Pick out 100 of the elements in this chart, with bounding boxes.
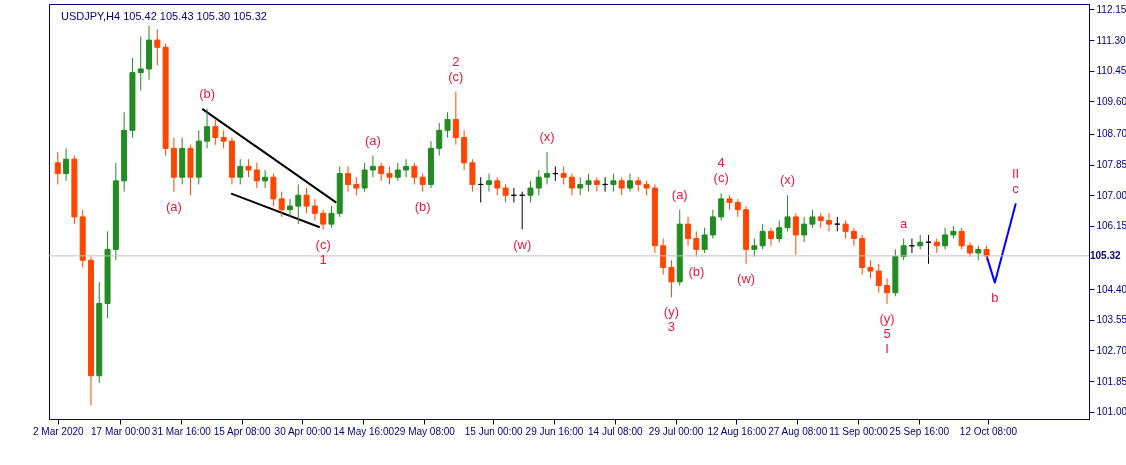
- candlestick: [311, 198, 318, 222]
- candlestick: [884, 277, 891, 305]
- candlestick: [469, 158, 476, 193]
- candlestick: [875, 263, 882, 294]
- candlestick: [345, 165, 352, 193]
- candlestick: [535, 169, 542, 196]
- candlestick: [419, 173, 426, 193]
- annotation: 3: [667, 319, 676, 335]
- candlestick: [826, 212, 833, 232]
- candlestick: [270, 173, 277, 207]
- candlestick: [369, 155, 376, 178]
- y-tick-label: 112.15: [1096, 3, 1126, 15]
- annotation: (b): [199, 85, 216, 101]
- candlestick: [361, 162, 368, 193]
- annotation: (x): [779, 172, 796, 188]
- candlestick: [776, 220, 783, 243]
- annotation: (a): [364, 132, 381, 148]
- candlestick: [668, 259, 675, 298]
- y-tick-label: 108.70: [1096, 128, 1126, 140]
- candlestick: [626, 173, 633, 193]
- candlestick: [958, 227, 965, 250]
- candlestick: [709, 209, 716, 240]
- annotation: II: [1011, 166, 1020, 182]
- candlestick: [801, 216, 808, 243]
- x-tick-label: 11 Sep 00:00: [829, 425, 889, 437]
- candlestick: [353, 176, 360, 196]
- x-tick-label: 15 Apr 08:00: [213, 425, 271, 437]
- candlestick: [63, 147, 70, 182]
- x-tick-label: 29 Jun 16:00: [525, 425, 584, 437]
- candlestick: [784, 194, 791, 232]
- candlestick: [767, 227, 774, 247]
- candlestick: [378, 162, 385, 182]
- candlestick: [577, 176, 584, 196]
- x-tick-label: 30 Apr 00:00: [274, 425, 332, 437]
- candlestick: [436, 122, 443, 157]
- candlestick: [220, 129, 227, 149]
- y-tick-label: 102.70: [1096, 344, 1126, 356]
- y-tick-label: 101.00: [1096, 406, 1126, 418]
- annotation: (c): [315, 236, 331, 252]
- candlestick: [718, 192, 725, 222]
- annotation: 5: [883, 325, 891, 341]
- candlestick: [444, 111, 451, 139]
- candlestick: [751, 238, 758, 258]
- candlestick: [734, 198, 741, 218]
- candlestick: [527, 180, 534, 203]
- annotation: (w): [737, 270, 756, 286]
- candlestick: [394, 162, 401, 182]
- annotation: (b): [414, 198, 431, 214]
- x-tick-label: 15 Jun 00:00: [464, 425, 524, 437]
- x-tick-label: 12 Oct 08:00: [959, 425, 1018, 437]
- candlestick: [610, 173, 617, 193]
- candlestick: [942, 227, 949, 250]
- candlestick: [544, 151, 551, 185]
- candlestick: [403, 158, 410, 178]
- y-tick-label: 101.85: [1096, 375, 1126, 387]
- candlestick: [137, 35, 144, 92]
- candlestick: [568, 173, 575, 196]
- x-tick-label: 17 Mar 00:00: [91, 425, 151, 437]
- y-tick-label: 107.85: [1096, 159, 1126, 171]
- annotation: (x): [539, 128, 555, 144]
- candlestick: [585, 173, 592, 193]
- candlestick: [278, 191, 285, 218]
- candlestick: [245, 158, 252, 178]
- annotation: (c): [448, 68, 464, 84]
- y-tick-label: 111.30: [1096, 34, 1126, 46]
- candlestick: [328, 205, 335, 229]
- candlestick: [411, 162, 418, 185]
- candlestick: [809, 209, 816, 229]
- text: USDJPY,H4 105.42 105.43 105.30 105.32: [61, 10, 267, 22]
- x-tick-label: 31 Mar 16:00: [151, 425, 212, 437]
- candlestick: [502, 183, 509, 203]
- x-tick-label: 27 Aug 08:00: [768, 425, 828, 437]
- annotation: 4: [717, 155, 725, 171]
- candlestick: [204, 108, 211, 149]
- annotation: 1: [319, 251, 327, 267]
- candlestick: [286, 198, 293, 218]
- candlestick: [850, 227, 857, 247]
- candlestick: [452, 91, 459, 146]
- x-tick-label: 12 Aug 16:00: [707, 425, 767, 437]
- x-tick-label: 25 Sep 16:00: [889, 425, 950, 437]
- candlestick: [494, 176, 501, 196]
- annotation: 2: [452, 53, 460, 69]
- candlestick: [253, 162, 260, 189]
- candlestick: [618, 176, 625, 196]
- y-tick-label: 104.40: [1096, 283, 1126, 295]
- candlestick: [842, 220, 849, 240]
- candlestick: [237, 158, 244, 185]
- y-tick-label: 106.15: [1096, 220, 1126, 232]
- annotation: c: [1012, 181, 1020, 197]
- annotation: b: [991, 289, 999, 305]
- candlestick: [867, 259, 874, 279]
- ref-line-label: 105.32: [1090, 249, 1122, 261]
- annotation: (a): [671, 186, 688, 202]
- candlestick: [54, 151, 61, 185]
- candlestick: [154, 28, 161, 66]
- candlestick: [701, 227, 708, 254]
- annotation: (a): [165, 198, 182, 214]
- candlestick: [486, 173, 493, 193]
- x-tick-label: 29 Jul 00:00: [648, 425, 704, 437]
- candlestick: [660, 238, 667, 276]
